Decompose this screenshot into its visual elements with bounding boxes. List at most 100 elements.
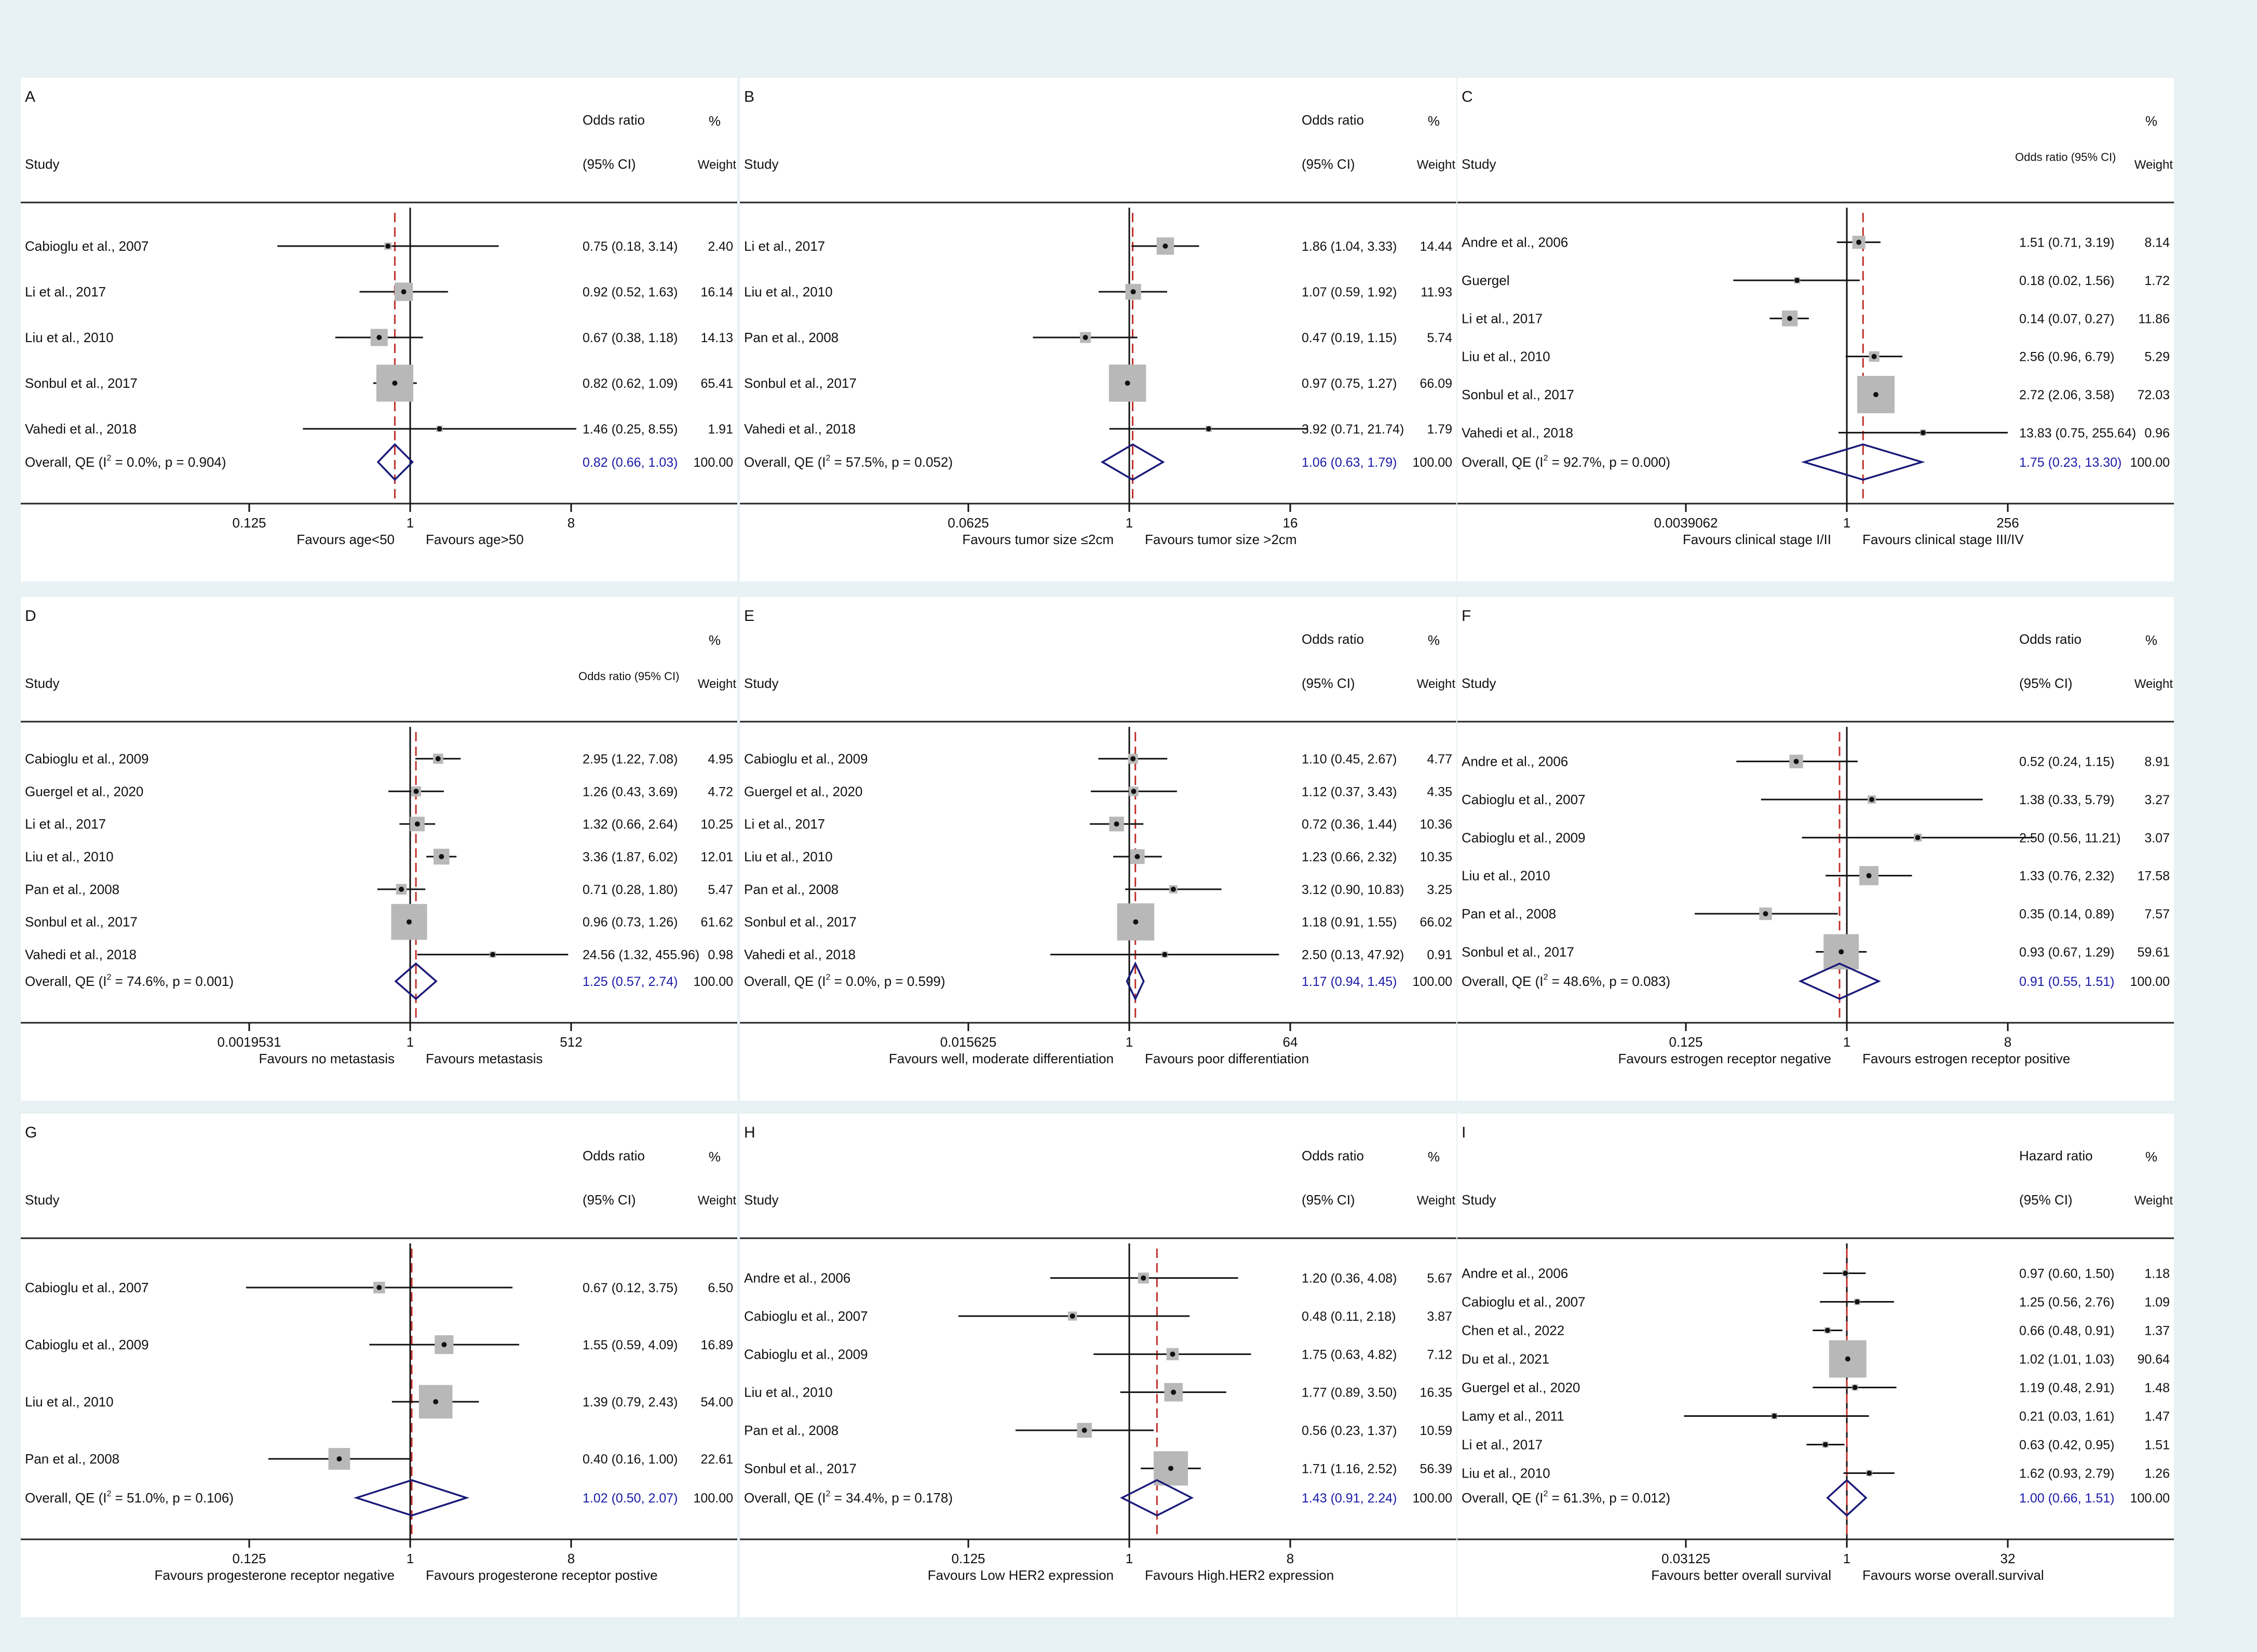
overall-label: Overall, QE (I2 = 57.5%, p = 0.052) (744, 454, 953, 470)
overall-weight-text: 100.00 (2130, 974, 2170, 989)
weight-label: Weight (2134, 677, 2173, 691)
point-estimate (336, 1456, 342, 1461)
study-name: Guergel (1462, 273, 1510, 288)
panel-background (740, 78, 1456, 581)
point-estimate (1822, 1442, 1828, 1447)
weight-text: 17.58 (2137, 869, 2170, 884)
weight-text: 5.67 (1427, 1271, 1452, 1286)
study-name: Pan et al., 2008 (25, 882, 119, 897)
favours-right-label: Favours poor differentiation (1145, 1051, 1309, 1066)
axis-tick-label: 512 (560, 1034, 582, 1050)
weight-text: 0.91 (1427, 948, 1452, 963)
overall-weight-text: 100.00 (694, 455, 733, 470)
weight-label: Weight (2134, 158, 2173, 172)
weight-text: 3.07 (2144, 831, 2170, 845)
study-name: Sonbul et al., 2017 (25, 375, 138, 391)
study-name: Vahedi et al., 2018 (1462, 425, 1573, 440)
point-estimate (376, 1285, 382, 1290)
weight-text: 10.25 (700, 817, 733, 832)
study-name: Sonbul et al., 2017 (25, 914, 138, 930)
weight-text: 72.03 (2137, 388, 2170, 402)
weight-text: 10.59 (1420, 1424, 1452, 1438)
weight-text: 12.01 (700, 850, 733, 864)
panel-label: D (25, 607, 36, 625)
study-name: Chen et al., 2022 (1462, 1323, 1564, 1338)
panel-c: C Study Odds ratio (95% CI)% Weight Andre et… (1457, 78, 2174, 581)
weight-label: Weight (698, 158, 737, 172)
point-estimate (1871, 354, 1877, 359)
ci-text: 0.67 (0.12, 3.75) (583, 1281, 678, 1295)
study-name: Cabioglu et al., 2009 (25, 751, 149, 766)
study-name: Guergel et al., 2020 (744, 783, 862, 799)
study-name: Cabioglu et al., 2007 (744, 1308, 868, 1324)
ci-label: (95% CI) (583, 1192, 636, 1208)
axis-tick-label: 0.0625 (948, 515, 989, 531)
ci-label: (95% CI) (2019, 1192, 2073, 1208)
overall-weight-text: 100.00 (694, 974, 733, 989)
weight-text: 1.48 (2144, 1381, 2170, 1396)
study-name: Sonbul et al., 2017 (744, 914, 857, 930)
weight-text: 1.18 (2144, 1267, 2170, 1281)
study-name: Liu et al., 2010 (25, 330, 114, 345)
ci-text: 1.19 (0.48, 2.91) (2019, 1381, 2114, 1396)
weight-text: 11.93 (1421, 285, 1452, 300)
point-estimate (1869, 797, 1875, 802)
ci-text: 1.23 (0.66, 2.32) (1302, 850, 1397, 864)
ci-text: 0.63 (0.42, 0.95) (2019, 1438, 2114, 1453)
ci-text: 0.97 (0.75, 1.27) (1302, 376, 1397, 391)
weight-text: 65.41 (700, 376, 733, 391)
effect-label: Odds ratio (583, 1148, 645, 1163)
weight-text: 0.98 (708, 948, 733, 963)
point-estimate (385, 243, 391, 249)
study-name: Li et al., 2017 (25, 816, 106, 832)
pct-label: % (1428, 113, 1440, 129)
overall-ci-text: 1.43 (0.91, 2.24) (1302, 1491, 1397, 1506)
ci-text: 1.07 (0.59, 1.92) (1302, 285, 1397, 300)
point-estimate (1070, 1314, 1075, 1319)
overall-weight-text: 100.00 (1413, 1491, 1452, 1506)
ci-text: 0.96 (0.73, 1.26) (583, 915, 678, 930)
overall-label: Overall, QE (I2 = 48.6%, p = 0.083) (1462, 973, 1670, 989)
overall-weight-text: 100.00 (2130, 1491, 2170, 1506)
ci-text: 1.55 (0.59, 4.09) (583, 1338, 678, 1352)
axis-tick-label: 0.015625 (940, 1034, 996, 1050)
ci-text: 2.50 (0.13, 47.92) (1302, 948, 1404, 963)
point-estimate (1083, 335, 1088, 340)
weight-text: 1.51 (2144, 1438, 2170, 1453)
point-estimate (1794, 278, 1800, 283)
weight-text: 4.77 (1427, 752, 1452, 766)
ci-text: 1.62 (0.93, 2.79) (2019, 1467, 2114, 1481)
axis-tick-label: 1 (1126, 1034, 1133, 1050)
ci-text: 1.77 (0.89, 3.50) (1302, 1386, 1397, 1400)
study-name: Pan et al., 2008 (744, 882, 839, 897)
overall-label: Overall, QE (I2 = 0.0%, p = 0.599) (744, 973, 945, 989)
panel-e: E Study Odds ratio (95% CI)% Weight Cabioglu … (740, 597, 1456, 1101)
panel-background (740, 597, 1456, 1101)
study-name: Pan et al., 2008 (25, 1451, 119, 1467)
study-name: Liu et al., 2010 (25, 1394, 114, 1410)
axis-tick-label: 64 (1283, 1034, 1298, 1050)
overall-label: Overall, QE (I2 = 34.4%, p = 0.178) (744, 1489, 953, 1506)
study-name: Liu et al., 2010 (1462, 868, 1550, 884)
study-name: Lamy et al., 2011 (1462, 1409, 1564, 1424)
panel-label: E (744, 607, 754, 625)
point-estimate (398, 886, 404, 892)
ci-text: 0.75 (0.18, 3.14) (583, 239, 678, 254)
point-estimate (1856, 239, 1862, 245)
weight-text: 10.35 (1420, 850, 1452, 864)
favours-left-label: Favours tumor size ≤2cm (962, 532, 1114, 547)
weight-label: Weight (1417, 158, 1456, 172)
ci-label: (95% CI) (1302, 675, 1355, 691)
ci-text: 3.12 (0.90, 10.83) (1302, 883, 1404, 897)
weight-text: 16.35 (1420, 1386, 1452, 1400)
axis-tick-label: 32 (2001, 1551, 2016, 1566)
weight-text: 3.87 (1427, 1309, 1452, 1324)
axis-tick-label: 0.0019531 (218, 1034, 281, 1050)
pct-label: % (709, 113, 721, 129)
ci-text: 0.72 (0.36, 1.44) (1302, 817, 1397, 832)
axis-tick-label: 8 (567, 515, 575, 531)
weight-label: Weight (2134, 1194, 2173, 1208)
favours-left-label: Favours no metastasis (259, 1051, 395, 1066)
study-header: Study (744, 156, 779, 172)
ci-text: 0.18 (0.02, 1.56) (2019, 274, 2114, 288)
